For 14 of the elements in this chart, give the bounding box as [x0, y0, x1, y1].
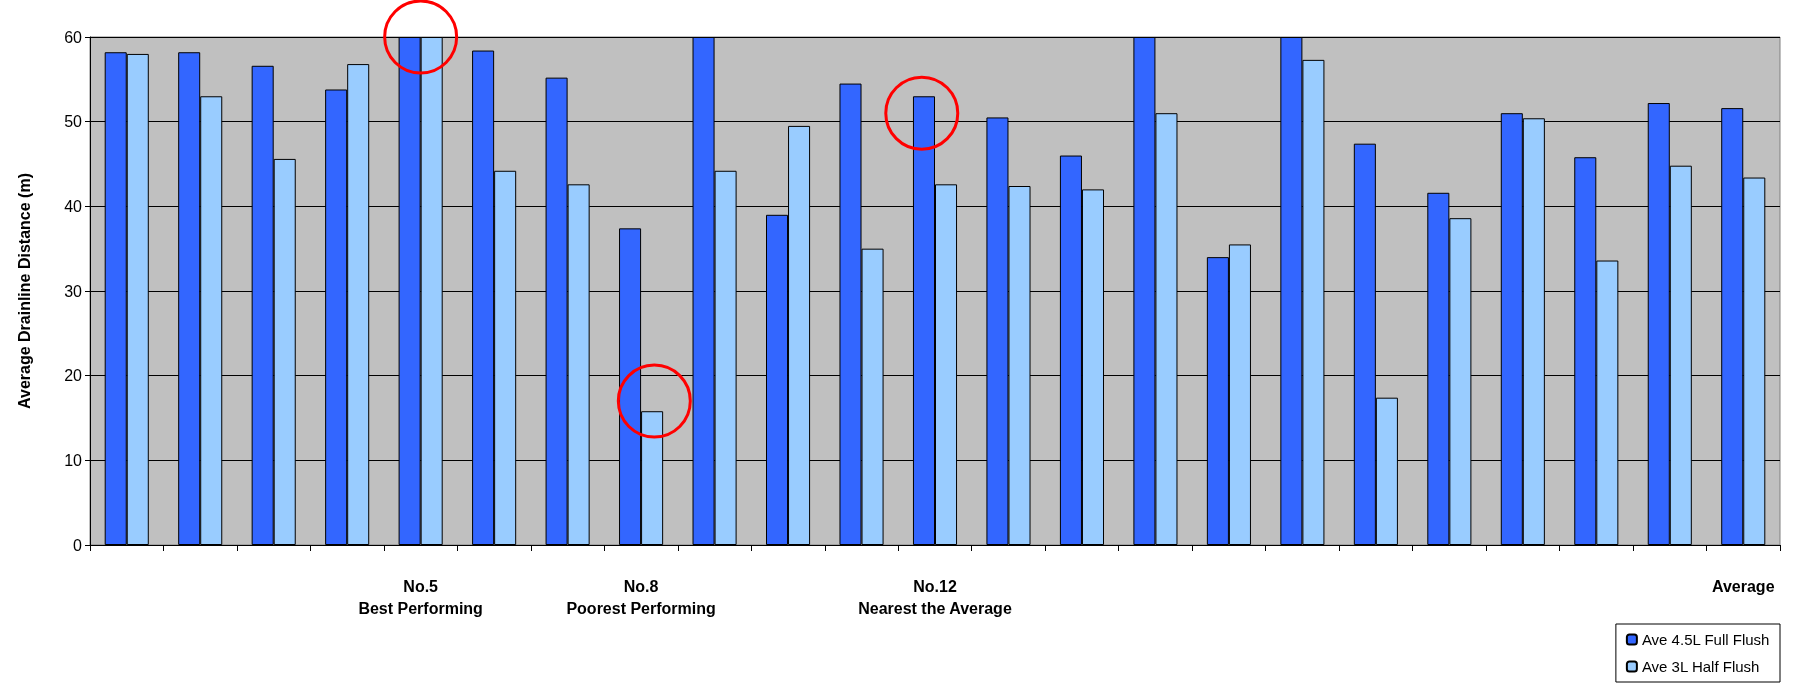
legend-label: Ave 3L Half Flush	[1641, 658, 1760, 675]
x-tick-label: No.8 Poorest Performing	[566, 577, 716, 617]
x-tick-label: Average	[1711, 577, 1775, 595]
y-tick-label: 10	[64, 451, 83, 469]
y-tick-label: 60	[64, 28, 83, 46]
y-tick-label: 30	[64, 282, 83, 300]
x-tick-label: No.12 Nearest the Average	[858, 577, 1012, 617]
y-tick-label: 0	[73, 536, 83, 554]
legend-label: Ave 4.5L Full Flush	[1641, 631, 1770, 648]
y-tick-label: 50	[64, 113, 83, 131]
y-axis-title: Average Drainline Distance (m)	[15, 173, 33, 409]
y-tick-label: 20	[64, 367, 83, 385]
x-tick-label: No.5 Best Performing	[358, 577, 483, 617]
y-tick-label: 40	[64, 197, 83, 215]
